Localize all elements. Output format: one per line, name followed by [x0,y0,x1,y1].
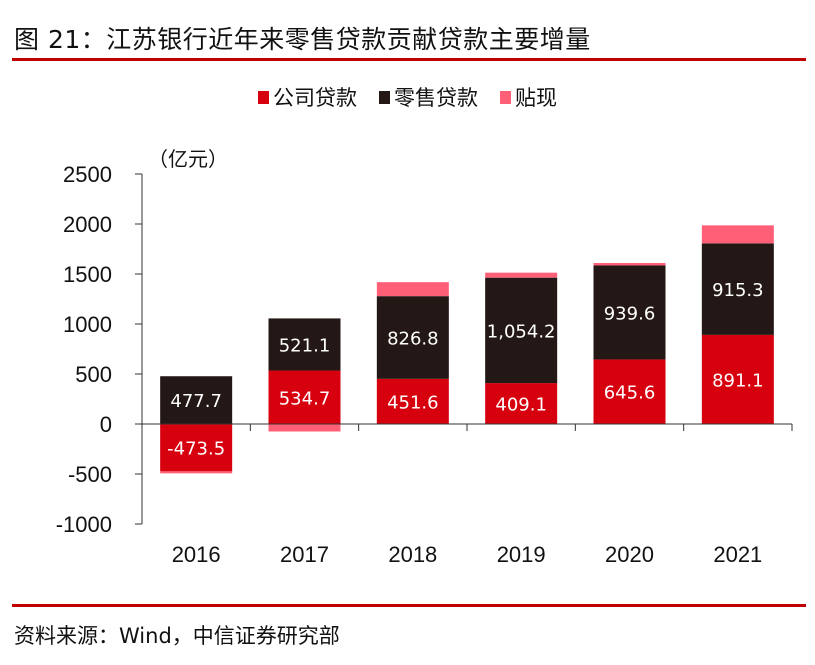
data-labels-group: -473.5 477.7 534.7 521.1 451.6 826.8 409.1 1,05… [167,280,763,460]
y-tick-label-1000: 1000 [63,312,112,337]
footer-divider [12,604,806,607]
bar-retail-2017 [268,318,341,371]
bar-retail-2016 [160,376,233,424]
legend-item-retail: 零售贷款 [379,82,478,112]
bar-discount-2017 [268,424,341,432]
legend-label-discount: 贴现 [515,86,557,110]
bar-corporate-2021 [701,334,774,424]
y-tick-label--500: -500 [68,462,112,487]
y-tick-label-0: 0 [100,412,112,437]
x-tick-label-2018: 2018 [388,542,437,567]
y-tick-label-500: 500 [75,362,112,387]
data-label-retail-2017: 521.1 [279,335,331,356]
x-tick-label-2019: 2019 [497,542,546,567]
bar-corporate-2018 [376,378,449,424]
bar-corporate-2019 [485,383,558,424]
data-label-corporate-2020: 645.6 [604,383,656,404]
bar-discount-2019 [485,272,558,278]
bar-retail-2021 [701,243,774,335]
y-unit-label: （亿元） [148,147,228,171]
source-note: 资料来源：Wind，中信证券研究部 [14,624,340,648]
y-tick-label--1000: -1000 [56,512,112,537]
chart-legend: 公司贷款 零售贷款 贴现 [0,82,815,112]
data-label-retail-2016: 477.7 [170,391,222,412]
y-tick-label-2500: 2500 [63,162,112,187]
stacked-bar-chart: （亿元） 2016 2017 2018 2019 2020 2021 2500 2000 150… [56,147,793,567]
bar-discount-2018 [376,282,449,297]
data-label-corporate-2021: 891.1 [712,370,764,391]
data-label-retail-2021: 915.3 [712,280,764,301]
legend-item-discount: 贴现 [500,82,557,112]
data-label-retail-2018: 826.8 [387,329,439,350]
legend-swatch-retail [379,90,390,104]
x-tick-label-2016: 2016 [172,542,221,567]
y-tick-label-2000: 2000 [63,212,112,237]
bars-group [160,225,774,474]
data-label-corporate-2019: 409.1 [495,395,547,416]
legend-swatch-corporate [258,90,269,104]
title-divider [12,58,806,61]
x-tick-label-2017: 2017 [280,542,329,567]
bar-corporate-2016 [160,424,233,472]
data-label-corporate-2016: -473.5 [167,439,225,460]
legend-swatch-discount [500,90,511,104]
bar-corporate-2020 [593,359,666,424]
x-tick-label-2020: 2020 [605,542,654,567]
data-label-retail-2020: 939.6 [604,303,656,324]
bar-discount-2021 [701,225,774,244]
y-tick-label-1500: 1500 [63,262,112,287]
data-label-retail-2019: 1,054.2 [487,321,556,342]
bar-corporate-2017 [268,370,341,424]
bar-retail-2019 [485,277,558,384]
legend-label-corporate: 公司贷款 [273,86,357,110]
figure-title: 图 21：江苏银行近年来零售贷款贡献贷款主要增量 [14,25,591,54]
axes-group: 2016 2017 2018 2019 2020 2021 2500 2000 1500 1000… [56,162,793,567]
bar-retail-2020 [593,265,666,360]
data-label-corporate-2017: 534.7 [279,388,331,409]
data-label-corporate-2018: 451.6 [387,392,439,413]
x-tick-label-2021: 2021 [713,542,762,567]
bar-discount-2020 [593,262,666,266]
bar-retail-2018 [376,296,449,379]
bar-discount-2016 [160,471,233,474]
legend-item-corporate: 公司贷款 [258,82,357,112]
legend-label-retail: 零售贷款 [394,86,478,110]
